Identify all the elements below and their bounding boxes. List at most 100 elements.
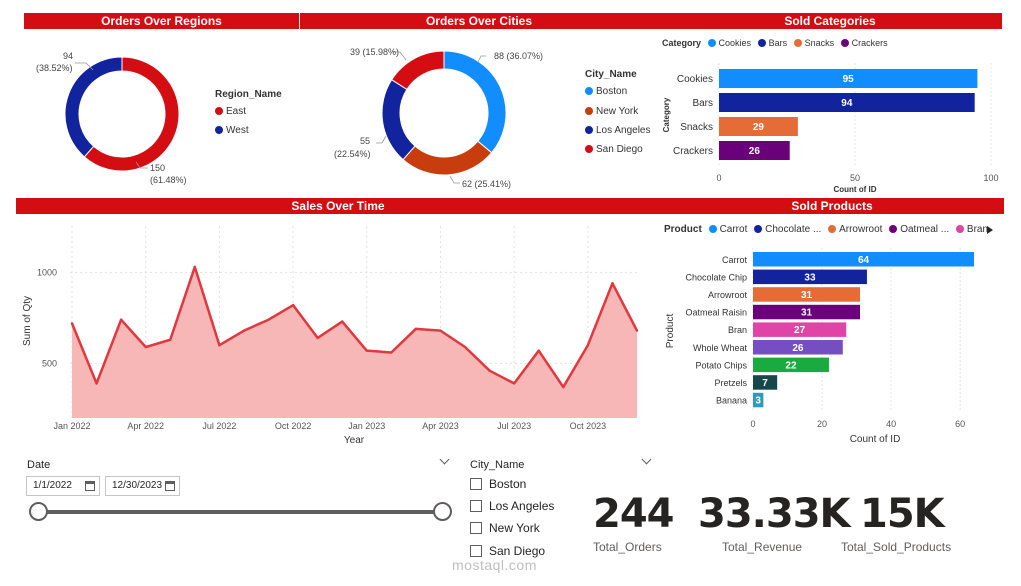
- sales-point[interactable]: [119, 318, 123, 321]
- sales-point[interactable]: [488, 369, 491, 372]
- city-legend-newyork[interactable]: New York: [585, 106, 638, 117]
- sales-point[interactable]: [537, 349, 540, 352]
- calendar-icon[interactable]: [85, 481, 95, 491]
- date-end-input[interactable]: 12/30/2023: [105, 476, 180, 496]
- legend-label: East: [226, 106, 247, 117]
- bar-crackers[interactable]: [719, 141, 790, 160]
- x-tick-label: Jul 2023: [497, 421, 531, 431]
- sales-point[interactable]: [316, 336, 319, 340]
- sales-point[interactable]: [70, 322, 74, 325]
- bar-whole-wheat[interactable]: [753, 340, 843, 355]
- cities-donut: [381, 50, 507, 176]
- bar-cookies[interactable]: [719, 69, 978, 88]
- legend-arrowroot[interactable]: Arrowroot: [828, 224, 882, 235]
- legend-next-icon[interactable]: [986, 225, 994, 235]
- city-legend-sandiego[interactable]: San Diego: [585, 144, 643, 155]
- legend-bars[interactable]: Bars: [757, 38, 787, 48]
- boston-dot-icon: [585, 87, 593, 95]
- bar-chocolate-chip[interactable]: [753, 269, 867, 285]
- sales-point[interactable]: [365, 349, 368, 352]
- checkbox[interactable]: [470, 545, 482, 557]
- bar-potato-chips[interactable]: [753, 357, 829, 373]
- legend-snacks[interactable]: Snacks: [793, 38, 834, 48]
- bar-oatmeal-raisin[interactable]: [753, 304, 861, 320]
- sales-point[interactable]: [611, 282, 614, 285]
- bar-carrot[interactable]: [753, 252, 974, 267]
- kpi-total-orders-value: 244: [593, 491, 674, 537]
- sales-line[interactable]: [70, 265, 639, 389]
- bar-value-label: 64: [858, 255, 870, 266]
- date-slider-track[interactable]: [38, 510, 443, 514]
- sales-point[interactable]: [463, 345, 467, 349]
- sales-point[interactable]: [635, 329, 639, 332]
- city-slicer-chevron-icon[interactable]: [641, 454, 652, 465]
- sales-point[interactable]: [267, 318, 270, 321]
- region-legend-west[interactable]: West: [215, 125, 249, 136]
- city-option-boston[interactable]: Boston: [470, 477, 526, 491]
- carrot-dot-icon: [708, 225, 717, 233]
- categories-legend: Category Cookies Bars Snacks Crackers: [662, 38, 892, 48]
- bar-bars[interactable]: [719, 93, 975, 112]
- city-option-sandiego[interactable]: San Diego: [470, 544, 545, 558]
- sales-point[interactable]: [95, 382, 98, 385]
- sales-point[interactable]: [193, 265, 197, 269]
- x-tick-label: 0: [716, 173, 721, 183]
- date-slicer-chevron-icon[interactable]: [439, 454, 450, 465]
- checkbox[interactable]: [470, 522, 482, 534]
- legend-carrot[interactable]: Carrot: [708, 224, 747, 235]
- x-tick-label: 0: [750, 419, 755, 429]
- regions-title: Orders Over Regions: [24, 13, 299, 29]
- city-option-newyork[interactable]: New York: [470, 521, 540, 535]
- sales-point[interactable]: [586, 344, 590, 347]
- legend-oatmeal[interactable]: Oatmeal ...: [889, 224, 949, 235]
- sales-area-chart: Jan 2022 Apr 2022 Jul 2022 Oct 2022 Jan 2023…: [22, 226, 639, 446]
- donut-slice-west[interactable]: [64, 56, 123, 158]
- west-dot-icon: [215, 126, 223, 134]
- bar-snacks[interactable]: [719, 117, 798, 136]
- sales-point[interactable]: [439, 329, 442, 332]
- checkbox[interactable]: [470, 500, 482, 512]
- sales-point[interactable]: [414, 327, 418, 331]
- bar-value-label: 22: [785, 360, 797, 371]
- legend-crackers[interactable]: Crackers: [840, 38, 888, 48]
- sales-point[interactable]: [341, 320, 344, 323]
- checkbox[interactable]: [470, 478, 482, 490]
- legend-cookies[interactable]: Cookies: [707, 38, 751, 48]
- x-axis-title: Year: [344, 435, 365, 446]
- sales-point[interactable]: [562, 385, 565, 389]
- bar-category-label: Carrot: [722, 255, 748, 265]
- region-legend-east[interactable]: East: [215, 106, 246, 117]
- option-label: Boston: [489, 477, 527, 491]
- sales-point[interactable]: [218, 344, 221, 347]
- city-legend-losangeles[interactable]: Los Angeles: [585, 125, 651, 136]
- sales-point[interactable]: [291, 303, 295, 307]
- sales-point[interactable]: [242, 329, 246, 332]
- bar-banana[interactable]: [753, 392, 764, 408]
- city-legend-boston[interactable]: Boston: [585, 86, 627, 97]
- y-axis-title: Category: [662, 97, 671, 132]
- city-slicer-title: City_Name: [470, 459, 525, 471]
- date-start-input[interactable]: 1/1/2022: [26, 476, 100, 496]
- date-slider-start-handle[interactable]: [29, 502, 48, 521]
- legend-chocolate[interactable]: Chocolate ...: [754, 224, 821, 235]
- sales-point[interactable]: [144, 345, 147, 349]
- region-east-pct: (61.48%): [150, 175, 187, 185]
- bar-category-label: Chocolate Chip: [685, 272, 747, 282]
- legend-label: Bran: [966, 224, 989, 235]
- bar-category-label: Bars: [692, 98, 713, 109]
- city-option-losangeles[interactable]: Los Angeles: [470, 499, 554, 513]
- legend-bran[interactable]: Bran: [955, 224, 989, 235]
- sales-point[interactable]: [169, 338, 172, 341]
- city-sandiego-label: 39 (15.98%): [350, 47, 400, 57]
- donut-slice-san-diego[interactable]: [390, 50, 445, 91]
- x-tick-label: Apr 2022: [127, 421, 164, 431]
- sales-point[interactable]: [512, 382, 516, 385]
- bar-category-label: Snacks: [680, 122, 713, 133]
- bar-arrowroot[interactable]: [753, 287, 861, 302]
- bar-pretzels[interactable]: [753, 375, 778, 390]
- calendar-icon[interactable]: [165, 481, 175, 491]
- date-slider-end-handle[interactable]: [433, 502, 452, 521]
- bar-bran[interactable]: [753, 322, 847, 337]
- sales-point[interactable]: [390, 351, 393, 354]
- date-slicer-title: Date: [27, 459, 51, 471]
